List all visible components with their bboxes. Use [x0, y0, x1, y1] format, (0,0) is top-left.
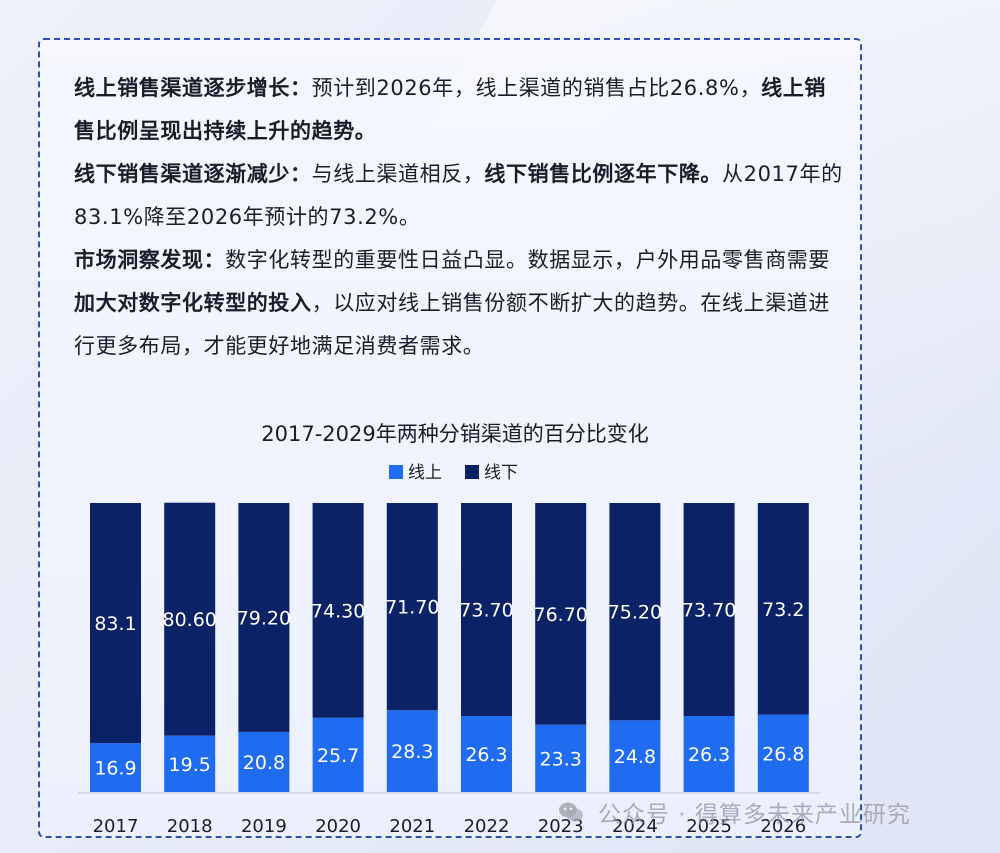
paragraph-online-growth: 线上销售渠道逐步增长：预计到2026年，线上渠道的销售占比26.8%，线上销售比… [74, 67, 844, 153]
data-label-online-2026: 26.8 [762, 743, 804, 765]
x-tick-label-2024: 2024 [612, 816, 658, 837]
data-label-online-2017: 16.9 [94, 758, 136, 780]
paragraph-1-segment-0: 线下销售渠道逐渐减少： [74, 162, 312, 186]
x-tick-label-2017: 2017 [93, 816, 139, 837]
data-label-online-2024: 24.8 [614, 746, 656, 768]
data-label-offline-2023: 76.70 [533, 604, 587, 626]
paragraph-offline-decline: 线下销售渠道逐渐减少：与线上渠道相反，线下销售比例逐年下降。从2017年的83.… [74, 153, 844, 239]
paragraph-2-segment-3: ，以应对线上销售份额不断扩大的趋势。在线上渠道进行更多布局，才能更好地满足消费者… [74, 291, 831, 358]
bar-offline-2020 [312, 503, 364, 718]
wechat-icon [558, 801, 584, 823]
bar-online-2024 [609, 720, 661, 792]
data-label-online-2020: 25.7 [317, 745, 359, 767]
data-label-offline-2021: 71.70 [385, 597, 439, 619]
x-tick-label-2020: 2020 [315, 816, 361, 837]
bar-online-2020 [312, 717, 364, 792]
bar-offline-2021 [386, 503, 438, 711]
chart-title: 2017-2029年两种分销渠道的百分比变化 [261, 422, 648, 446]
bar-online-2025 [683, 715, 735, 792]
bar-offline-2022 [461, 503, 512, 716]
data-label-offline-2022: 73.70 [459, 599, 513, 621]
paragraph-1-segment-3: 从2017年的83.1%降至2026年预计的73.2%。 [74, 162, 843, 229]
bar-online-2018 [164, 735, 216, 792]
legend-label-1: 线下 [484, 463, 518, 483]
bar-offline-2019 [238, 503, 290, 732]
bar-offline-2023 [535, 503, 587, 725]
bar-online-2017 [90, 743, 141, 792]
x-tick-label-2023: 2023 [538, 816, 584, 837]
bar-offline-2018 [164, 502, 216, 736]
paragraph-1-segment-1: 与线上渠道相反， [311, 162, 485, 186]
bar-offline-2017 [90, 503, 141, 744]
data-label-online-2021: 28.3 [391, 741, 433, 763]
x-tick-label-2022: 2022 [464, 816, 510, 837]
data-label-offline-2019: 79.20 [237, 607, 291, 629]
paragraph-0-segment-1: 预计到2026年，线上渠道的销售占比26.8%， [311, 76, 762, 100]
data-label-online-2025: 26.3 [688, 744, 730, 766]
paragraph-2-segment-0: 市场洞察发现： [74, 248, 226, 272]
x-tick-label-2021: 2021 [389, 816, 435, 837]
data-label-offline-2017: 83.1 [94, 613, 136, 635]
paragraph-0-segment-0: 线上销售渠道逐步增长： [74, 76, 312, 100]
legend-swatch-1 [465, 465, 479, 479]
legend-label-0: 线上 [408, 463, 442, 483]
paragraph-0-segment-2: 线上销售比例呈现出持续上升的趋势。 [74, 76, 826, 143]
x-tick-label-2019: 2019 [241, 816, 287, 837]
x-tick-label-2018: 2018 [167, 816, 213, 837]
watermark: 公众号 · 得算多未来产业研究 [558, 795, 911, 829]
bar-offline-2024 [609, 503, 661, 721]
bar-online-2026 [757, 714, 809, 792]
data-label-offline-2020: 74.30 [311, 600, 365, 622]
data-label-online-2019: 20.8 [243, 752, 285, 774]
bar-offline-2026 [757, 503, 809, 715]
data-label-online-2022: 26.3 [465, 744, 507, 766]
paragraph-market-insight: 市场洞察发现：数字化转型的重要性日益凸显。数据显示，户外用品零售商需要加大对数字… [74, 239, 844, 368]
x-tick-label-2025: 2025 [686, 816, 732, 837]
bar-online-2021 [386, 710, 438, 792]
data-label-online-2018: 19.5 [169, 754, 211, 776]
bar-online-2022 [461, 715, 512, 792]
x-tick-label-2026: 2026 [760, 816, 806, 837]
bar-offline-2025 [683, 503, 735, 716]
data-label-offline-2018: 80.60 [162, 609, 216, 631]
bar-online-2019 [238, 731, 290, 792]
paragraph-1-segment-2: 线下销售比例逐年下降。 [484, 162, 723, 186]
data-label-offline-2026: 73.2 [762, 599, 804, 621]
paragraph-2-segment-2: 加大对数字化转型的投入 [74, 291, 312, 315]
legend-swatch-0 [389, 465, 403, 479]
data-label-offline-2024: 75.20 [608, 602, 662, 624]
bar-online-2023 [535, 724, 587, 792]
paragraph-2-segment-1: 数字化转型的重要性日益凸显。数据显示，户外用品零售商需要 [225, 248, 831, 272]
data-label-offline-2025: 73.70 [682, 599, 736, 621]
watermark-text: 公众号 · 得算多未来产业研究 [598, 802, 911, 828]
data-label-online-2023: 23.3 [540, 748, 582, 770]
